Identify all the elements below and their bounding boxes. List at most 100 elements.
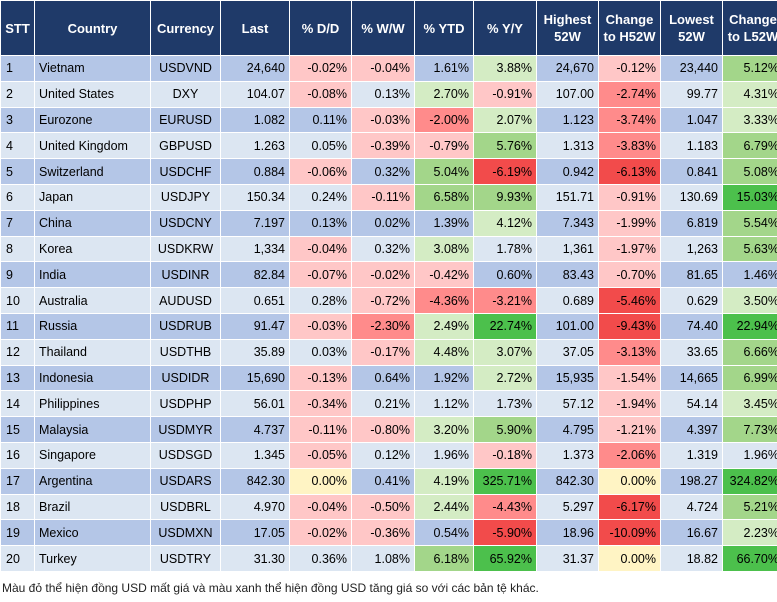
cell-last: 17.05 [220, 519, 290, 547]
cell-change-to-h52w: -1.21% [598, 416, 661, 443]
cell-highest-52w: 31.37 [536, 545, 599, 572]
cell-change-to-h52w: -0.70% [598, 261, 661, 289]
cell-lowest-52w: 4.397 [660, 416, 723, 443]
cell-yy: -5.90% [473, 519, 537, 547]
cell-country: Argentina [34, 467, 151, 495]
cell-lowest-52w: 23,440 [660, 55, 723, 82]
cell-stt: 19 [0, 519, 35, 547]
cell-ytd: -4.36% [414, 287, 474, 314]
header-stt: STT [0, 0, 35, 56]
cell-yy: 325.71% [473, 467, 537, 495]
cell-yy: 2.72% [473, 364, 537, 392]
cell-ww: -0.72% [351, 287, 415, 314]
cell-highest-52w: 151.71 [536, 183, 599, 211]
table-row: 1 Vietnam USDVND 24,640 -0.02% -0.04% 1.61% 3.8… [0, 55, 777, 82]
cell-ww: 1.08% [351, 545, 415, 572]
cell-ytd: 5.04% [414, 158, 474, 185]
cell-last: 1.082 [220, 106, 290, 134]
cell-ww: -0.39% [351, 132, 415, 160]
cell-stt: 9 [0, 261, 35, 289]
table-row: 6 Japan USDJPY 150.34 0.24% -0.11% 6.58% 9.93% 1… [0, 183, 777, 211]
cell-country: Vietnam [34, 55, 151, 82]
cell-country: Japan [34, 183, 151, 211]
cell-change-to-h52w: 0.00% [598, 545, 661, 572]
cell-lowest-52w: 130.69 [660, 183, 723, 211]
cell-ytd: 4.19% [414, 467, 474, 495]
cell-currency: USDTRY [150, 545, 221, 572]
cell-change-to-h52w: -9.43% [598, 312, 661, 340]
cell-highest-52w: 842.30 [536, 467, 599, 495]
cell-ytd: 1.39% [414, 209, 474, 237]
cell-yy: -4.43% [473, 493, 537, 521]
cell-highest-52w: 5.297 [536, 493, 599, 521]
header-ww: % W/W [351, 0, 415, 56]
header-lowest-52w: Lowest 52W [660, 0, 723, 56]
cell-yy: 2.07% [473, 106, 537, 134]
cell-ytd: 4.48% [414, 338, 474, 366]
cell-stt: 12 [0, 338, 35, 366]
cell-ww: -0.11% [351, 183, 415, 211]
currency-table: STT Country Currency Last % D/D % W/W % … [0, 0, 777, 572]
cell-dd: -0.04% [289, 493, 352, 521]
footnote: Màu đỏ thể hiện đồng USD mất giá và màu … [2, 581, 539, 595]
cell-country: Switzerland [34, 158, 151, 185]
cell-yy: 22.74% [473, 312, 537, 340]
cell-country: Australia [34, 287, 151, 314]
cell-highest-52w: 83.43 [536, 261, 599, 289]
cell-dd: -0.13% [289, 364, 352, 392]
cell-change-to-l52w: 4.31% [722, 80, 777, 108]
cell-ww: 0.32% [351, 158, 415, 185]
cell-dd: 0.05% [289, 132, 352, 160]
cell-stt: 14 [0, 390, 35, 418]
cell-country: United Kingdom [34, 132, 151, 160]
cell-highest-52w: 1.123 [536, 106, 599, 134]
cell-currency: DXY [150, 80, 221, 108]
header-country: Country [34, 0, 151, 56]
cell-currency: GBPUSD [150, 132, 221, 160]
cell-currency: USDINR [150, 261, 221, 289]
cell-last: 15,690 [220, 364, 290, 392]
cell-yy: -6.19% [473, 158, 537, 185]
cell-stt: 5 [0, 158, 35, 185]
cell-yy: 5.76% [473, 132, 537, 160]
cell-change-to-l52w: 6.79% [722, 132, 777, 160]
cell-highest-52w: 1.313 [536, 132, 599, 160]
cell-ytd: 3.08% [414, 235, 474, 263]
cell-ytd: 1.12% [414, 390, 474, 418]
cell-stt: 13 [0, 364, 35, 392]
cell-change-to-l52w: 5.08% [722, 158, 777, 185]
cell-currency: USDKRW [150, 235, 221, 263]
cell-stt: 11 [0, 312, 35, 340]
cell-lowest-52w: 4.724 [660, 493, 723, 521]
cell-change-to-l52w: 15.03% [722, 183, 777, 211]
cell-lowest-52w: 33.65 [660, 338, 723, 366]
cell-change-to-l52w: 2.23% [722, 519, 777, 547]
cell-currency: USDCNY [150, 209, 221, 237]
cell-lowest-52w: 74.40 [660, 312, 723, 340]
cell-stt: 15 [0, 416, 35, 443]
cell-yy: -3.21% [473, 287, 537, 314]
header-last: Last [220, 0, 290, 56]
table-row: 17 Argentina USDARS 842.30 0.00% 0.41% 4.19% 32… [0, 467, 777, 495]
table-row: 11 Russia USDRUB 91.47 -0.03% -2.30% 2.49% 22.7… [0, 312, 777, 340]
cell-yy: 3.88% [473, 55, 537, 82]
cell-ytd: 1.96% [414, 441, 474, 469]
cell-currency: EURUSD [150, 106, 221, 134]
cell-ww: -2.30% [351, 312, 415, 340]
cell-lowest-52w: 1.047 [660, 106, 723, 134]
cell-highest-52w: 37.05 [536, 338, 599, 366]
cell-yy: 65.92% [473, 545, 537, 572]
cell-dd: -0.05% [289, 441, 352, 469]
cell-dd: -0.02% [289, 55, 352, 82]
table-row: 8 Korea USDKRW 1,334 -0.04% 0.32% 3.08% 1.78% 1,… [0, 235, 777, 263]
cell-dd: 0.03% [289, 338, 352, 366]
cell-change-to-h52w: -3.74% [598, 106, 661, 134]
cell-dd: -0.34% [289, 390, 352, 418]
cell-lowest-52w: 198.27 [660, 467, 723, 495]
cell-stt: 18 [0, 493, 35, 521]
header-highest-52w: Highest 52W [536, 0, 599, 56]
cell-stt: 6 [0, 183, 35, 211]
cell-change-to-h52w: -6.17% [598, 493, 661, 521]
cell-last: 104.07 [220, 80, 290, 108]
cell-dd: -0.07% [289, 261, 352, 289]
